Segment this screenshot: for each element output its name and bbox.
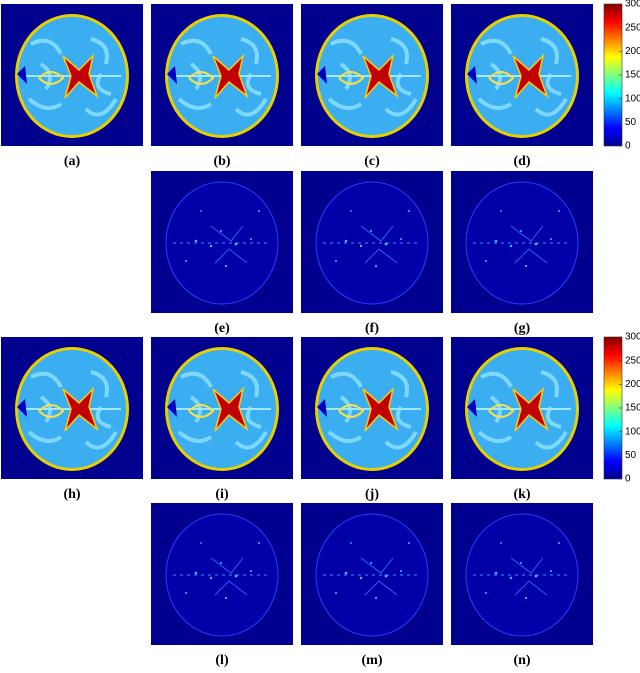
map-image: [149, 2, 295, 148]
tick-label: 150: [625, 70, 640, 81]
panel-label: (i): [215, 487, 229, 502]
map-image: [0, 2, 145, 148]
panel-label: (b): [213, 154, 230, 169]
tick-label: 0: [625, 141, 631, 152]
panel-label: (a): [64, 154, 81, 169]
map-image: [299, 335, 445, 481]
panel-label: (c): [364, 154, 380, 169]
tick-label: 300: [625, 0, 640, 10]
tick-label: 0: [625, 474, 631, 485]
map-image: [149, 335, 295, 481]
map-image: [299, 2, 445, 148]
panel-label: (l): [215, 653, 229, 668]
tick-label: 300: [625, 332, 640, 343]
tick-label: 150: [625, 403, 640, 414]
panel-label: (m): [362, 653, 383, 668]
panel-label: (g): [514, 321, 531, 336]
panel-label: (k): [513, 487, 530, 502]
tick-label: 100: [625, 426, 640, 437]
tick-label: 250: [625, 22, 640, 33]
tick-label: 50: [625, 117, 637, 128]
tick-label: 50: [625, 450, 637, 461]
map-image: [449, 335, 595, 481]
error-image: [450, 170, 594, 314]
tick-label: 250: [625, 355, 640, 366]
panel-label: (d): [513, 154, 530, 169]
panel-label: (j): [365, 487, 379, 502]
error-image: [450, 502, 594, 646]
error-image: [300, 170, 444, 314]
tick-label: 200: [625, 46, 640, 57]
map-image: [0, 335, 145, 481]
panel-label: (f): [365, 321, 379, 336]
error-image: [300, 502, 444, 646]
error-image: [150, 502, 294, 646]
error-image: [150, 170, 294, 314]
panel-label: (h): [63, 487, 80, 502]
panel-label: (n): [513, 653, 530, 668]
map-image: [449, 2, 595, 148]
panel-label: (e): [214, 321, 230, 336]
tick-label: 100: [625, 93, 640, 104]
tick-label: 200: [625, 379, 640, 390]
